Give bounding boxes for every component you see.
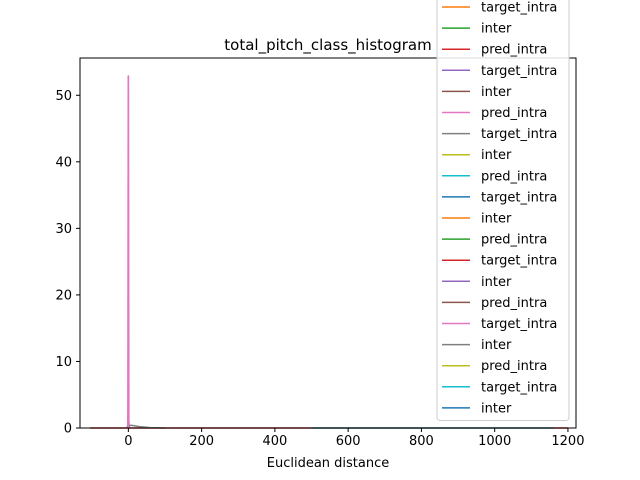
x-tick-label: 1000: [478, 434, 511, 449]
x-tick-label: 400: [262, 434, 287, 449]
legend-label: inter: [481, 22, 512, 37]
legend-label: pred_intra: [481, 233, 547, 248]
legend-label: target_intra: [481, 254, 557, 269]
x-tick-label: 600: [336, 434, 361, 449]
y-tick-label: 50: [55, 89, 72, 104]
legend-label: target_intra: [481, 1, 557, 16]
legend-label: pred_intra: [481, 43, 547, 58]
x-axis-label: Euclidean distance: [267, 456, 390, 471]
legend: target_intrainterpred_intratarget_intrai…: [436, 0, 570, 421]
series-line-5: [127, 75, 130, 429]
y-tick-label: 20: [55, 288, 72, 303]
legend-label: inter: [481, 212, 512, 227]
y-tick-label: 30: [55, 222, 72, 237]
x-axis-ticks: 0 200 400 600 800 1000 1200: [124, 428, 584, 449]
legend-label: pred_intra: [481, 296, 547, 311]
legend-label: inter: [481, 338, 512, 353]
legend-label: inter: [481, 85, 512, 100]
x-tick-label: 800: [409, 434, 434, 449]
legend-label: inter: [481, 148, 512, 163]
y-axis-ticks: 0 10 20 30 40 50: [55, 89, 80, 437]
y-tick-label: 10: [55, 355, 72, 370]
y-tick-label: 0: [64, 422, 72, 437]
legend-label: inter: [481, 275, 512, 290]
legend-label: target_intra: [481, 64, 557, 79]
legend-label: inter: [481, 401, 512, 416]
x-tick-label: 0: [124, 434, 132, 449]
axes-frame: [79, 57, 577, 429]
legend-label: target_intra: [481, 380, 557, 395]
legend-label: pred_intra: [481, 106, 547, 121]
legend-label: target_intra: [481, 190, 557, 205]
legend-label: target_intra: [481, 317, 557, 332]
legend-label: target_intra: [481, 127, 557, 142]
x-tick-label: 1200: [551, 434, 584, 449]
legend-box: [436, 0, 570, 421]
x-tick-label: 200: [189, 434, 214, 449]
legend-label: pred_intra: [481, 169, 547, 184]
chart-title: total_pitch_class_histogram: [224, 36, 431, 55]
y-tick-label: 40: [55, 155, 72, 170]
legend-label: pred_intra: [481, 359, 547, 374]
